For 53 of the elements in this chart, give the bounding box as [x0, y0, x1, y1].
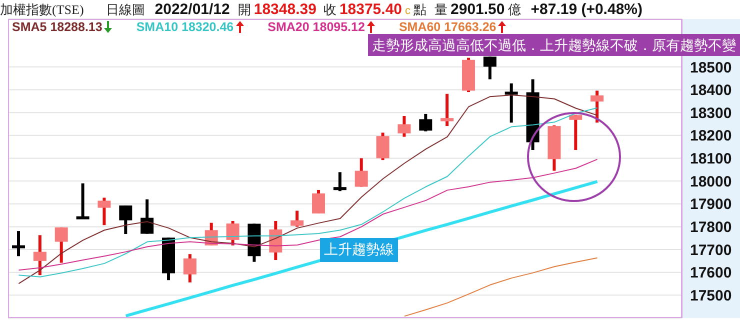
candlestick — [12, 231, 25, 256]
text: 點 — [414, 1, 427, 19]
text: 2022/01/12 — [154, 1, 230, 18]
candlestick — [333, 172, 346, 192]
candlestick — [312, 190, 325, 214]
text: 量 — [434, 1, 448, 19]
annotation: 上升趨勢線 — [320, 238, 398, 262]
candlestick — [376, 132, 390, 160]
y-tick-label: 18100 — [690, 150, 732, 168]
candlestick — [590, 90, 604, 123]
candlestick — [33, 235, 46, 276]
candlestick — [76, 183, 90, 220]
line-series — [18, 158, 598, 271]
y-tick-label: 17600 — [690, 264, 732, 282]
y-tick-label: 17500 — [690, 288, 732, 304]
candlestick — [290, 210, 304, 227]
text: 2901.50 — [450, 1, 505, 18]
candlestick — [98, 198, 111, 226]
candlestick — [183, 254, 196, 282]
y-tick-label: 18000 — [690, 173, 732, 190]
text: 18375.40 — [339, 1, 402, 18]
y-tick-label: 18500 — [690, 59, 732, 76]
candlestick — [504, 83, 518, 123]
candlestick — [140, 199, 154, 234]
candlestick — [569, 114, 582, 150]
text: SMA60 17663.26 — [398, 20, 498, 34]
text: 收 — [323, 1, 336, 19]
annotation: 走勢形成高過高低不過低．上升趨勢線不破．原有趨勢不變 — [368, 34, 740, 56]
chart-title: 加權指數(TSE) — [0, 1, 84, 19]
text: +87.19 (+0.48%) — [530, 1, 642, 18]
candlestick — [54, 227, 68, 263]
candlestick — [354, 158, 368, 187]
y-tick-label: 17800 — [690, 219, 732, 236]
text: SMA20 18095.12 — [268, 20, 366, 34]
y-tick-label: 17900 — [690, 196, 732, 214]
candlestick — [226, 220, 240, 246]
candlestick — [398, 116, 411, 137]
text: 開 — [238, 1, 251, 19]
text: c — [405, 5, 411, 17]
line-series — [404, 257, 598, 317]
candlestick — [119, 205, 132, 234]
y-tick-label: 18200 — [690, 128, 732, 145]
y-tick-label: 18400 — [690, 82, 732, 100]
y-tick-label: 17700 — [690, 242, 732, 259]
candlestick — [419, 114, 432, 132]
text: SMA5 18288.13 — [12, 20, 104, 34]
candlestick — [440, 94, 454, 126]
text: 18348.39 — [254, 1, 316, 18]
text: SMA10 18320.46 — [136, 20, 235, 34]
text: 億 — [508, 1, 521, 19]
y-tick-label: 18300 — [690, 104, 732, 122]
chart-subtitle: 日線圖 — [106, 1, 145, 19]
candlestick — [483, 56, 496, 80]
